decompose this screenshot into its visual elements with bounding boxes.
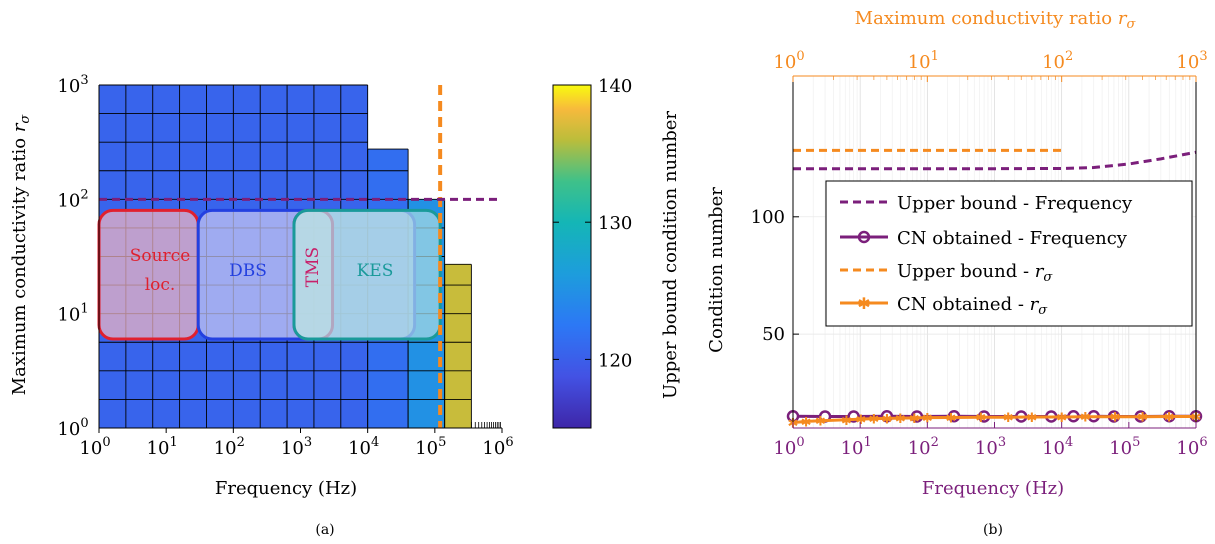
colorbar-tick-label: 120 [598, 350, 632, 371]
data-point: ✱ [909, 412, 920, 427]
data-point: ✱ [1164, 411, 1175, 426]
colorbar-ticks: 120 130 140 [553, 76, 632, 371]
region-source-label-2: loc. [145, 275, 176, 295]
y-tick-label: 50 [762, 324, 785, 345]
y-tick-label: 100 [751, 207, 785, 228]
panel-a-caption: (a) [315, 522, 334, 538]
data-point: ✱ [1080, 411, 1091, 426]
data-point: ✱ [855, 413, 866, 428]
top-tick-label: 103 [1176, 49, 1207, 73]
legend: Upper bound - Frequency CN obtained - Fr… [825, 180, 1193, 327]
data-point: ✱ [922, 412, 933, 427]
panel-a-ylabel: Maximum conductivity ratio rσ [9, 114, 33, 396]
series-line [792, 415, 1196, 425]
y-tick-label: 103 [57, 73, 88, 97]
panel-b-caption: (b) [983, 522, 1003, 538]
x-tick-label: 102 [908, 435, 939, 459]
legend-marker-cn-freq [857, 230, 871, 244]
colorbar [552, 84, 592, 429]
legend-label-ub-r: Upper bound - rσ [897, 261, 1053, 285]
x-tick-label: 101 [841, 435, 872, 459]
region-source-label: Source [130, 246, 191, 266]
legend-label-cn-r: CN obtained - rσ [897, 294, 1048, 318]
y-tick-label: 102 [57, 187, 88, 211]
data-point: ✱ [881, 412, 892, 427]
region-dbs-label: DBS [229, 261, 267, 281]
panel-b-axes: 100 101 102 103 104 105 106 100 101 102 103 50 100 [751, 49, 1208, 459]
panel-a-xlabel: Frequency (Hz) [215, 478, 357, 499]
legend-label-ub-freq: Upper bound - Frequency [897, 193, 1133, 214]
x-tick-label: 102 [214, 435, 245, 459]
colorbar-tick-label: 140 [598, 76, 632, 97]
y-tick-label: 100 [57, 416, 88, 440]
data-point: ✱ [1137, 411, 1148, 426]
data-point: ✱ [801, 415, 812, 430]
x-tick-label: 106 [1176, 435, 1207, 459]
panel-b: ✱ ✱ ✱ ✱ ✱ ✱ ✱ ✱ ✱ ✱ ✱ ✱ ✱ ✱ ✱ ✱ ✱ ✱ ✱ ✱ 100 101 102 103 104 105 1… [706, 8, 1208, 538]
x-tick-label: 106 [482, 435, 513, 459]
colorbar-tick-label: 130 [598, 213, 632, 234]
y-tick-label: 101 [57, 302, 88, 326]
top-tick-label: 102 [1042, 49, 1073, 73]
data-point: ✱ [1003, 411, 1014, 426]
panel-b-xlabel: Frequency (Hz) [922, 478, 1064, 499]
top-tick-label: 100 [773, 49, 804, 73]
data-point: ✱ [815, 415, 826, 430]
colorbar-label: Upper bound condition number [660, 111, 681, 399]
data-point: ✱ [1026, 411, 1037, 426]
x-tick-label: 100 [79, 435, 110, 459]
x-tick-label: 101 [147, 435, 178, 459]
data-point: ✱ [868, 413, 879, 428]
application-regions [97, 208, 442, 341]
data-point: ✱ [975, 411, 986, 426]
x-tick-label: 103 [281, 435, 312, 459]
x-tick-label: 105 [1109, 435, 1140, 459]
data-point: ✱ [1056, 411, 1067, 426]
panel-a-axes: 100 101 102 103 104 105 106 100 101 102 103 [57, 73, 513, 459]
region-tms-label: TMS [303, 247, 323, 287]
legend-marker-cn-r: ✱ [857, 294, 870, 313]
panel-a: 100 101 102 103 104 105 106 100 101 102 103 Source… [9, 73, 681, 538]
data-point: ✱ [895, 412, 906, 427]
x-tick-label: 104 [1042, 435, 1073, 459]
top-tick-label: 101 [908, 49, 939, 73]
x-tick-label: 105 [415, 435, 446, 459]
data-point: ✱ [841, 414, 852, 429]
panel-b-ylabel: Condition number [706, 187, 727, 353]
data-point: ✱ [946, 411, 957, 426]
x-tick-label: 103 [975, 435, 1006, 459]
data-point: ✱ [1110, 411, 1121, 426]
legend-label-cn-freq: CN obtained - Frequency [897, 228, 1128, 249]
region-kes-label: KES [357, 261, 394, 281]
panel-b-top-xlabel: Maximum conductivity ratio rσ [855, 8, 1137, 32]
x-tick-label: 104 [348, 435, 379, 459]
region-box [292, 208, 442, 341]
heatmap-column [444, 264, 472, 428]
x-tick-label: 100 [773, 435, 804, 459]
series-line [793, 150, 1197, 171]
